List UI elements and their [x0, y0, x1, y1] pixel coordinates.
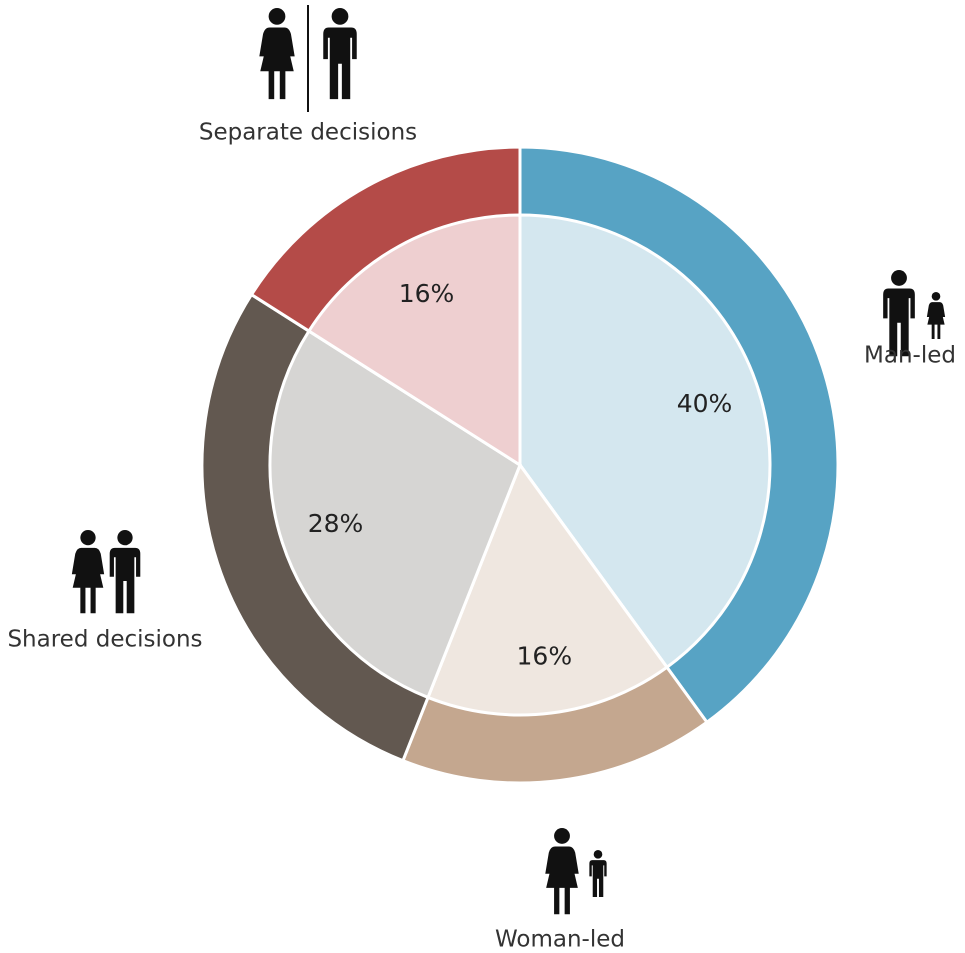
data-label: 16% [517, 641, 573, 670]
category-label: Man-led [864, 343, 956, 369]
pie-slice [306, 213, 522, 468]
icon-man [323, 8, 357, 100]
icon-woman [71, 530, 105, 614]
data-label: 28% [308, 509, 364, 538]
pie-slice [518, 213, 772, 670]
slices [200, 145, 840, 785]
pie-slice [268, 328, 522, 700]
icon-child [589, 850, 607, 898]
pie-slice [426, 461, 670, 717]
icon-child [926, 292, 946, 340]
icon-woman [545, 828, 579, 915]
data-label: 40% [677, 389, 733, 418]
category-label: Shared decisions [7, 627, 202, 653]
icons [71, 5, 946, 915]
data-label: 16% [399, 279, 455, 308]
category-label: Woman-led [495, 927, 625, 953]
icon-woman [259, 8, 295, 100]
icon-man [109, 530, 141, 614]
category-label: Separate decisions [199, 120, 417, 146]
